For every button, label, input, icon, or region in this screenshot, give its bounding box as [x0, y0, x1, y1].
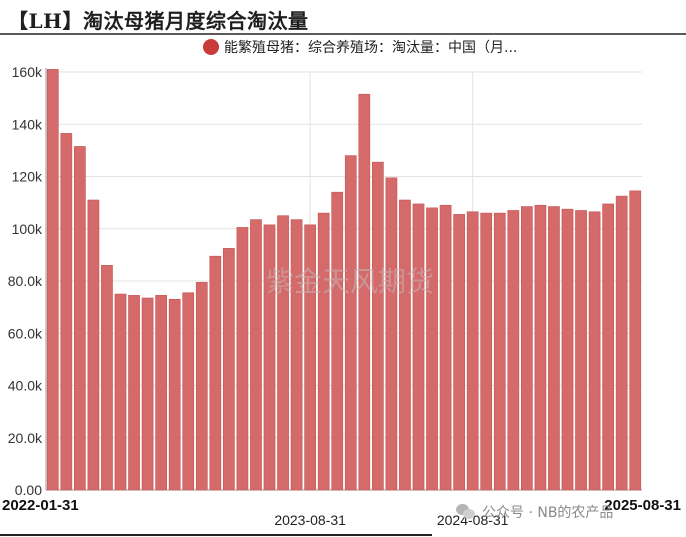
bar: [412, 203, 425, 491]
axis-layer: 0.00 20.0k 40.0k 60.0k 80.0k 100k 120k 140k 160k…: [2, 64, 681, 528]
y-tick-label: 140k: [12, 116, 43, 132]
bar: [114, 293, 127, 491]
x-tick-label: 2025-08-31: [604, 497, 681, 514]
bar: [561, 208, 574, 491]
bar: [588, 211, 601, 491]
bar: [629, 190, 642, 491]
bar: [141, 297, 154, 491]
bar: [575, 210, 587, 491]
bar: [128, 295, 140, 491]
legend-label: 能繁殖母猪：综合养殖场：淘汰量：中国（月...: [224, 40, 518, 56]
bar: [168, 298, 181, 491]
y-tick-label: 0.00: [15, 482, 42, 498]
bar: [290, 219, 303, 491]
bar: [46, 69, 59, 491]
bar: [399, 199, 411, 491]
y-tick-label: 120k: [12, 169, 43, 185]
x-tick-label: 2023-08-31: [274, 512, 346, 528]
y-tick-label: 40.0k: [8, 378, 43, 394]
bars-layer: [46, 69, 642, 491]
source-watermark: 公众号 · NB的农产品: [456, 502, 613, 522]
bar: [317, 212, 330, 491]
bar: [521, 206, 533, 491]
bar: [372, 161, 384, 491]
bar: [277, 215, 289, 491]
bar: [453, 214, 465, 491]
bar: [602, 203, 614, 491]
bar: [304, 224, 316, 491]
bar: [358, 93, 371, 491]
bar: [426, 207, 438, 491]
bar: [344, 155, 357, 491]
chart-title: 【LH】淘汰母猪月度综合淘汰量: [8, 9, 309, 33]
bar: [101, 265, 113, 491]
bar: [182, 292, 195, 491]
y-tick-label: 160k: [12, 64, 43, 80]
bar: [331, 191, 344, 491]
watermark-text: 紫金天风期货: [266, 265, 434, 298]
source-watermark-label: 公众号 · NB的农产品: [482, 505, 614, 521]
chart-legend[interactable]: 能繁殖母猪：综合养殖场：淘汰量：中国（月...: [203, 37, 517, 57]
bar: [155, 295, 167, 491]
wechat-icon: [456, 504, 476, 520]
bar: [439, 204, 452, 491]
y-tick-label: 100k: [12, 221, 43, 237]
bar: [60, 133, 73, 491]
bar: [385, 177, 398, 491]
bar: [87, 199, 100, 491]
bar: [250, 219, 262, 491]
bar: [209, 255, 222, 491]
y-tick-label: 20.0k: [8, 430, 43, 446]
bar: [74, 146, 86, 491]
bar: [195, 282, 208, 491]
y-tick-label: 80.0k: [8, 273, 43, 289]
bar: [263, 224, 276, 491]
bar: [223, 248, 235, 491]
bar: [507, 210, 520, 491]
x-tick-label: 2024-08-31: [437, 512, 509, 528]
bar: [466, 211, 479, 491]
y-tick-label: 60.0k: [8, 325, 43, 341]
bar: [480, 212, 493, 491]
x-tick-label: 2022-01-31: [2, 497, 79, 514]
bar: [236, 227, 249, 491]
bottom-divider: [0, 534, 432, 536]
bar: [615, 195, 628, 491]
legend-marker: [203, 39, 219, 55]
bar: [534, 204, 547, 491]
bar: [548, 206, 560, 491]
bar: [493, 212, 506, 491]
title-divider: [0, 33, 686, 35]
